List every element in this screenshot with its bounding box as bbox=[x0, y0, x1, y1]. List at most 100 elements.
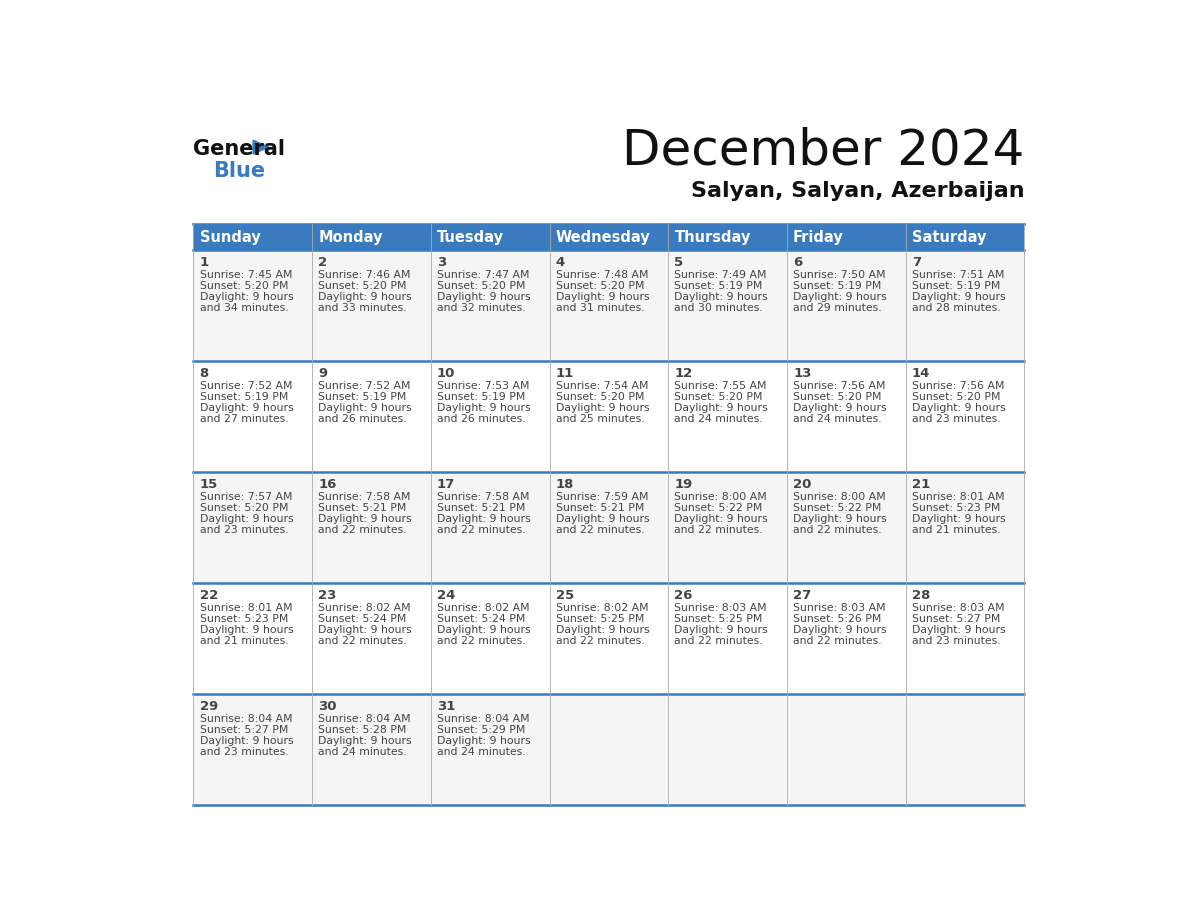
Text: Sunset: 5:26 PM: Sunset: 5:26 PM bbox=[794, 614, 881, 624]
Bar bbox=[905, 694, 1024, 805]
Text: 11: 11 bbox=[556, 366, 574, 380]
Text: and 21 minutes.: and 21 minutes. bbox=[200, 636, 289, 646]
Text: Daylight: 9 hours: Daylight: 9 hours bbox=[437, 514, 531, 524]
Bar bbox=[431, 362, 550, 473]
Bar bbox=[905, 224, 1024, 251]
Text: Sunset: 5:25 PM: Sunset: 5:25 PM bbox=[675, 614, 763, 624]
Text: and 30 minutes.: and 30 minutes. bbox=[675, 303, 763, 313]
Bar bbox=[550, 473, 668, 584]
Text: 27: 27 bbox=[794, 588, 811, 602]
Text: Sunrise: 7:52 AM: Sunrise: 7:52 AM bbox=[200, 381, 292, 390]
Bar bbox=[786, 473, 905, 584]
Text: 18: 18 bbox=[556, 477, 574, 491]
Text: Sunrise: 8:02 AM: Sunrise: 8:02 AM bbox=[556, 602, 649, 612]
Text: Daylight: 9 hours: Daylight: 9 hours bbox=[911, 403, 1005, 413]
Text: Daylight: 9 hours: Daylight: 9 hours bbox=[318, 736, 412, 746]
Text: Sunset: 5:19 PM: Sunset: 5:19 PM bbox=[911, 281, 1000, 291]
Bar bbox=[668, 362, 786, 473]
Bar bbox=[550, 584, 668, 694]
Text: Daylight: 9 hours: Daylight: 9 hours bbox=[200, 736, 293, 746]
Text: and 26 minutes.: and 26 minutes. bbox=[318, 414, 407, 424]
Text: Sunset: 5:22 PM: Sunset: 5:22 PM bbox=[794, 503, 881, 513]
Text: Friday: Friday bbox=[794, 230, 843, 245]
Text: Sunrise: 7:58 AM: Sunrise: 7:58 AM bbox=[318, 492, 411, 501]
Bar bbox=[431, 584, 550, 694]
Text: and 29 minutes.: and 29 minutes. bbox=[794, 303, 881, 313]
Bar bbox=[550, 694, 668, 805]
Text: Sunrise: 8:03 AM: Sunrise: 8:03 AM bbox=[675, 602, 767, 612]
Bar bbox=[786, 362, 905, 473]
Text: Tuesday: Tuesday bbox=[437, 230, 504, 245]
Text: and 27 minutes.: and 27 minutes. bbox=[200, 414, 289, 424]
Bar bbox=[668, 251, 786, 362]
Text: Daylight: 9 hours: Daylight: 9 hours bbox=[675, 403, 767, 413]
Text: Sunset: 5:19 PM: Sunset: 5:19 PM bbox=[675, 281, 763, 291]
Text: Sunset: 5:19 PM: Sunset: 5:19 PM bbox=[318, 392, 406, 402]
Text: Sunset: 5:20 PM: Sunset: 5:20 PM bbox=[556, 392, 644, 402]
Text: 31: 31 bbox=[437, 700, 455, 712]
Bar bbox=[194, 251, 312, 362]
Bar bbox=[312, 362, 431, 473]
Text: Daylight: 9 hours: Daylight: 9 hours bbox=[911, 292, 1005, 302]
Text: 12: 12 bbox=[675, 366, 693, 380]
Text: Sunset: 5:22 PM: Sunset: 5:22 PM bbox=[675, 503, 763, 513]
Text: 7: 7 bbox=[911, 256, 921, 269]
Text: Daylight: 9 hours: Daylight: 9 hours bbox=[556, 514, 650, 524]
Text: Sunrise: 7:51 AM: Sunrise: 7:51 AM bbox=[911, 270, 1004, 280]
Text: Sunset: 5:20 PM: Sunset: 5:20 PM bbox=[200, 503, 289, 513]
Text: 24: 24 bbox=[437, 588, 455, 602]
Text: 26: 26 bbox=[675, 588, 693, 602]
Text: and 22 minutes.: and 22 minutes. bbox=[675, 525, 763, 535]
Text: Sunrise: 7:56 AM: Sunrise: 7:56 AM bbox=[911, 381, 1004, 390]
Text: Wednesday: Wednesday bbox=[556, 230, 651, 245]
Bar bbox=[194, 362, 312, 473]
Text: Sunset: 5:23 PM: Sunset: 5:23 PM bbox=[911, 503, 1000, 513]
Bar bbox=[312, 584, 431, 694]
Text: and 23 minutes.: and 23 minutes. bbox=[200, 747, 289, 757]
Text: Sunset: 5:28 PM: Sunset: 5:28 PM bbox=[318, 725, 406, 734]
Text: 14: 14 bbox=[911, 366, 930, 380]
Text: and 34 minutes.: and 34 minutes. bbox=[200, 303, 289, 313]
Bar bbox=[194, 224, 312, 251]
Bar bbox=[550, 362, 668, 473]
Bar bbox=[668, 694, 786, 805]
Text: December 2024: December 2024 bbox=[623, 126, 1024, 174]
Text: 15: 15 bbox=[200, 477, 217, 491]
Bar bbox=[312, 473, 431, 584]
Text: 9: 9 bbox=[318, 366, 328, 380]
Bar bbox=[312, 251, 431, 362]
Bar bbox=[786, 251, 905, 362]
Text: 2: 2 bbox=[318, 256, 328, 269]
Text: Sunrise: 7:50 AM: Sunrise: 7:50 AM bbox=[794, 270, 886, 280]
Text: Sunrise: 8:04 AM: Sunrise: 8:04 AM bbox=[437, 713, 530, 723]
Text: Sunrise: 8:02 AM: Sunrise: 8:02 AM bbox=[318, 602, 411, 612]
Bar bbox=[905, 251, 1024, 362]
Text: Daylight: 9 hours: Daylight: 9 hours bbox=[675, 292, 767, 302]
Text: Thursday: Thursday bbox=[675, 230, 751, 245]
Text: Sunrise: 7:56 AM: Sunrise: 7:56 AM bbox=[794, 381, 885, 390]
Text: Daylight: 9 hours: Daylight: 9 hours bbox=[556, 625, 650, 635]
Text: Salyan, Salyan, Azerbaijan: Salyan, Salyan, Azerbaijan bbox=[690, 181, 1024, 201]
Text: Sunset: 5:24 PM: Sunset: 5:24 PM bbox=[318, 614, 406, 624]
Text: Daylight: 9 hours: Daylight: 9 hours bbox=[318, 514, 412, 524]
Text: Sunrise: 7:46 AM: Sunrise: 7:46 AM bbox=[318, 270, 411, 280]
Text: and 23 minutes.: and 23 minutes. bbox=[200, 525, 289, 535]
Text: 29: 29 bbox=[200, 700, 217, 712]
Text: and 22 minutes.: and 22 minutes. bbox=[437, 636, 525, 646]
Bar bbox=[312, 224, 431, 251]
Text: 3: 3 bbox=[437, 256, 447, 269]
Text: 5: 5 bbox=[675, 256, 683, 269]
Text: Sunrise: 7:58 AM: Sunrise: 7:58 AM bbox=[437, 492, 530, 501]
Text: Sunset: 5:27 PM: Sunset: 5:27 PM bbox=[200, 725, 287, 734]
Text: Sunrise: 7:49 AM: Sunrise: 7:49 AM bbox=[675, 270, 767, 280]
Text: Sunrise: 7:47 AM: Sunrise: 7:47 AM bbox=[437, 270, 530, 280]
Text: Daylight: 9 hours: Daylight: 9 hours bbox=[200, 403, 293, 413]
Text: Daylight: 9 hours: Daylight: 9 hours bbox=[794, 514, 886, 524]
Text: 17: 17 bbox=[437, 477, 455, 491]
Text: Daylight: 9 hours: Daylight: 9 hours bbox=[437, 736, 531, 746]
Text: Daylight: 9 hours: Daylight: 9 hours bbox=[200, 514, 293, 524]
Text: 28: 28 bbox=[911, 588, 930, 602]
Bar bbox=[431, 224, 550, 251]
Text: Sunset: 5:20 PM: Sunset: 5:20 PM bbox=[675, 392, 763, 402]
Text: Daylight: 9 hours: Daylight: 9 hours bbox=[318, 292, 412, 302]
